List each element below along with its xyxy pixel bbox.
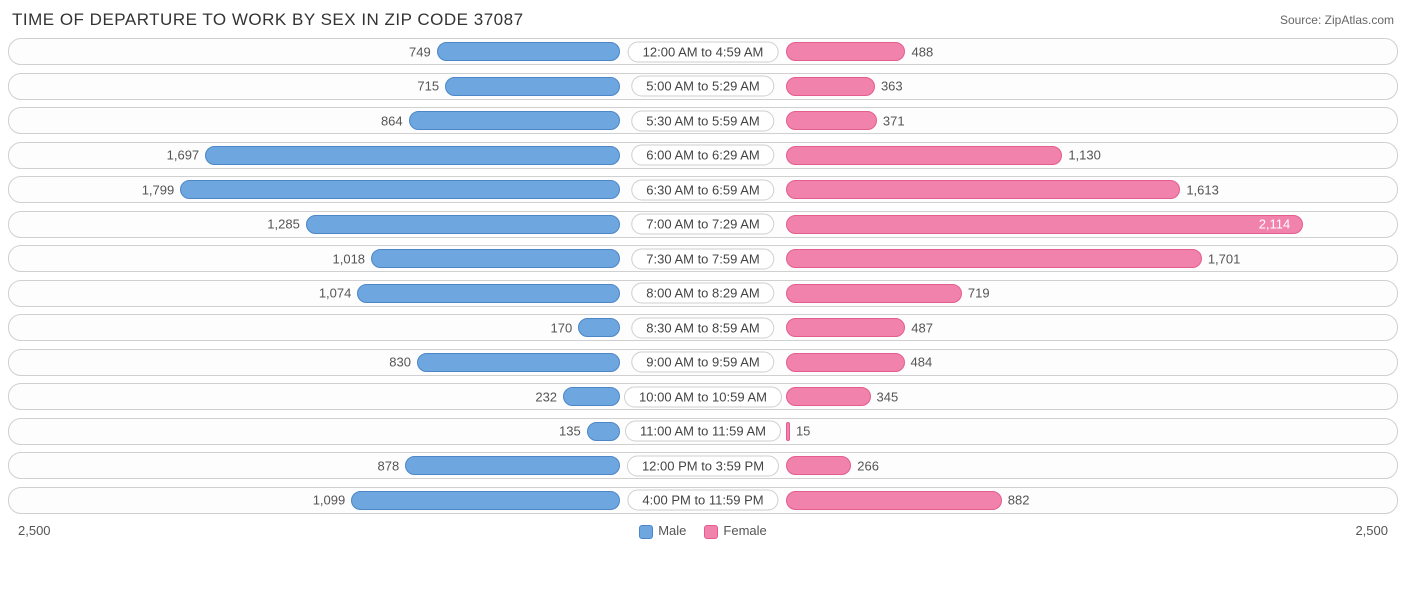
male-bar — [409, 111, 620, 130]
chart-row: 1,285 2,114 7:00 AM to 7:29 AM — [8, 211, 1398, 238]
legend-female-label: Female — [723, 523, 766, 538]
time-range-label: 9:00 AM to 9:59 AM — [631, 352, 774, 373]
female-bar — [786, 180, 1180, 199]
tornado-chart: 749 488 12:00 AM to 4:59 AM 715 363 5:00 AM t… — [8, 38, 1398, 514]
chart-footer: 2,500 Male Female 2,500 — [8, 521, 1398, 539]
time-range-label: 5:30 AM to 5:59 AM — [631, 110, 774, 131]
time-range-label: 12:00 AM to 4:59 AM — [628, 41, 779, 62]
female-value: 266 — [857, 458, 879, 473]
female-bar — [786, 284, 962, 303]
male-value: 170 — [551, 320, 573, 335]
chart-row: 864 371 5:30 AM to 5:59 AM — [8, 107, 1398, 134]
time-range-label: 4:00 PM to 11:59 PM — [627, 490, 778, 511]
male-bar — [205, 146, 620, 165]
male-bar — [445, 77, 620, 96]
male-bar — [180, 180, 619, 199]
chart-source: Source: ZipAtlas.com — [1280, 13, 1394, 27]
male-value: 1,799 — [142, 182, 175, 197]
male-value: 1,697 — [167, 148, 200, 163]
female-bar — [786, 215, 1302, 234]
female-value: 15 — [796, 424, 810, 439]
male-bar — [578, 318, 620, 337]
female-value: 484 — [911, 355, 933, 370]
female-value: 371 — [883, 113, 905, 128]
time-range-label: 10:00 AM to 10:59 AM — [624, 386, 782, 407]
male-bar — [306, 215, 620, 234]
female-value: 345 — [877, 389, 899, 404]
chart-row: 1,099 882 4:00 PM to 11:59 PM — [8, 487, 1398, 514]
female-bar — [786, 77, 875, 96]
axis-max-left: 2,500 — [18, 523, 51, 538]
male-bar — [437, 42, 620, 61]
male-value: 864 — [381, 113, 403, 128]
chart-row: 878 266 12:00 PM to 3:59 PM — [8, 452, 1398, 479]
chart-row: 715 363 5:00 AM to 5:29 AM — [8, 73, 1398, 100]
legend-male-swatch — [639, 525, 653, 539]
female-value: 2,114 — [1259, 217, 1291, 232]
time-range-label: 11:00 AM to 11:59 AM — [625, 421, 781, 442]
male-value: 232 — [535, 389, 557, 404]
male-value: 1,018 — [333, 251, 366, 266]
female-bar — [786, 318, 905, 337]
male-bar — [417, 353, 620, 372]
legend-male: Male — [639, 523, 686, 539]
male-bar — [351, 491, 619, 510]
female-bar — [786, 249, 1202, 268]
time-range-label: 7:00 AM to 7:29 AM — [631, 214, 774, 235]
chart-row: 1,018 1,701 7:30 AM to 7:59 AM — [8, 245, 1398, 272]
chart-row: 830 484 9:00 AM to 9:59 AM — [8, 349, 1398, 376]
male-value: 715 — [417, 79, 439, 94]
female-bar — [786, 491, 1001, 510]
male-bar — [405, 456, 619, 475]
male-value: 830 — [389, 355, 411, 370]
chart-row: 135 15 11:00 AM to 11:59 AM — [8, 418, 1398, 445]
time-range-label: 5:00 AM to 5:29 AM — [631, 76, 774, 97]
male-bar — [357, 284, 619, 303]
time-range-label: 8:30 AM to 8:59 AM — [631, 317, 774, 338]
chart-row: 1,074 719 8:00 AM to 8:29 AM — [8, 280, 1398, 307]
female-value: 488 — [911, 44, 933, 59]
female-bar — [786, 146, 1062, 165]
male-value: 749 — [409, 44, 431, 59]
female-value: 882 — [1008, 493, 1030, 508]
chart-row: 749 488 12:00 AM to 4:59 AM — [8, 38, 1398, 65]
chart-row: 170 487 8:30 AM to 8:59 AM — [8, 314, 1398, 341]
female-value: 363 — [881, 79, 903, 94]
time-range-label: 12:00 PM to 3:59 PM — [627, 455, 779, 476]
male-value: 878 — [378, 458, 400, 473]
chart-header: TIME OF DEPARTURE TO WORK BY SEX IN ZIP … — [8, 10, 1398, 38]
time-range-label: 6:00 AM to 6:29 AM — [631, 145, 774, 166]
male-value: 1,099 — [313, 493, 346, 508]
male-value: 1,285 — [267, 217, 300, 232]
legend: Male Female — [639, 523, 767, 539]
female-value: 1,613 — [1186, 182, 1219, 197]
female-bar — [786, 387, 870, 406]
female-bar — [786, 111, 877, 130]
axis-max-right: 2,500 — [1355, 523, 1388, 538]
female-value: 1,701 — [1208, 251, 1241, 266]
female-bar — [786, 353, 904, 372]
female-value: 719 — [968, 286, 990, 301]
legend-female-swatch — [704, 525, 718, 539]
chart-row: 1,697 1,130 6:00 AM to 6:29 AM — [8, 142, 1398, 169]
female-bar — [786, 42, 905, 61]
chart-row: 232 345 10:00 AM to 10:59 AM — [8, 383, 1398, 410]
male-bar — [371, 249, 620, 268]
chart-row: 1,799 1,613 6:30 AM to 6:59 AM — [8, 176, 1398, 203]
male-value: 1,074 — [319, 286, 352, 301]
male-bar — [587, 422, 620, 441]
female-value: 1,130 — [1068, 148, 1101, 163]
time-range-label: 7:30 AM to 7:59 AM — [631, 248, 774, 269]
chart-title: TIME OF DEPARTURE TO WORK BY SEX IN ZIP … — [12, 10, 524, 30]
legend-male-label: Male — [658, 523, 686, 538]
time-range-label: 8:00 AM to 8:29 AM — [631, 283, 774, 304]
male-value: 135 — [559, 424, 581, 439]
male-bar — [563, 387, 620, 406]
female-bar — [786, 422, 790, 441]
female-value: 487 — [911, 320, 933, 335]
legend-female: Female — [704, 523, 766, 539]
female-bar — [786, 456, 851, 475]
time-range-label: 6:30 AM to 6:59 AM — [631, 179, 774, 200]
